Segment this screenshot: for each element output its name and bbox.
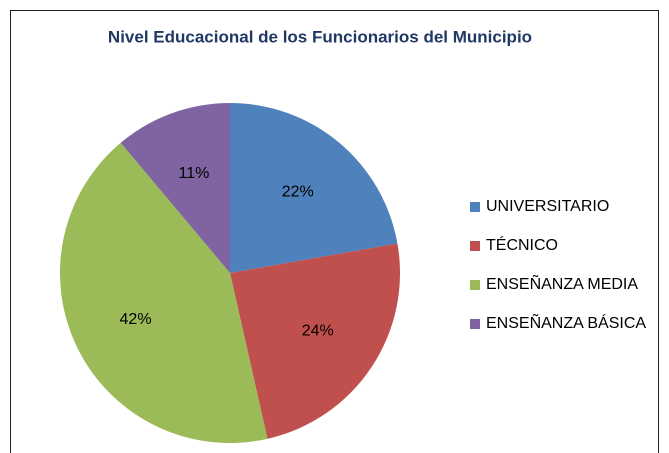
legend-label: UNIVERSITARIO: [486, 198, 609, 215]
pie-slice: [59, 142, 268, 444]
data-label: 22%: [282, 183, 314, 200]
data-label: 42%: [120, 311, 152, 328]
chart-title: Nivel Educacional de los Funcionarios de…: [108, 27, 532, 46]
pie-slice: [120, 103, 230, 273]
legend-swatch: [470, 319, 480, 329]
legend-swatch: [470, 202, 480, 212]
pie-slice: [230, 243, 401, 439]
legend-label: ENSEÑANZA BÁSICA: [486, 312, 646, 332]
legend-label: TÉCNICO: [486, 235, 558, 254]
legend-label: ENSEÑANZA MEDIA: [486, 273, 638, 293]
pie-slice: [230, 103, 398, 273]
data-label: 11%: [179, 165, 210, 182]
legend-swatch: [470, 280, 480, 290]
data-label: 24%: [302, 323, 334, 340]
legend-swatch: [470, 241, 480, 251]
